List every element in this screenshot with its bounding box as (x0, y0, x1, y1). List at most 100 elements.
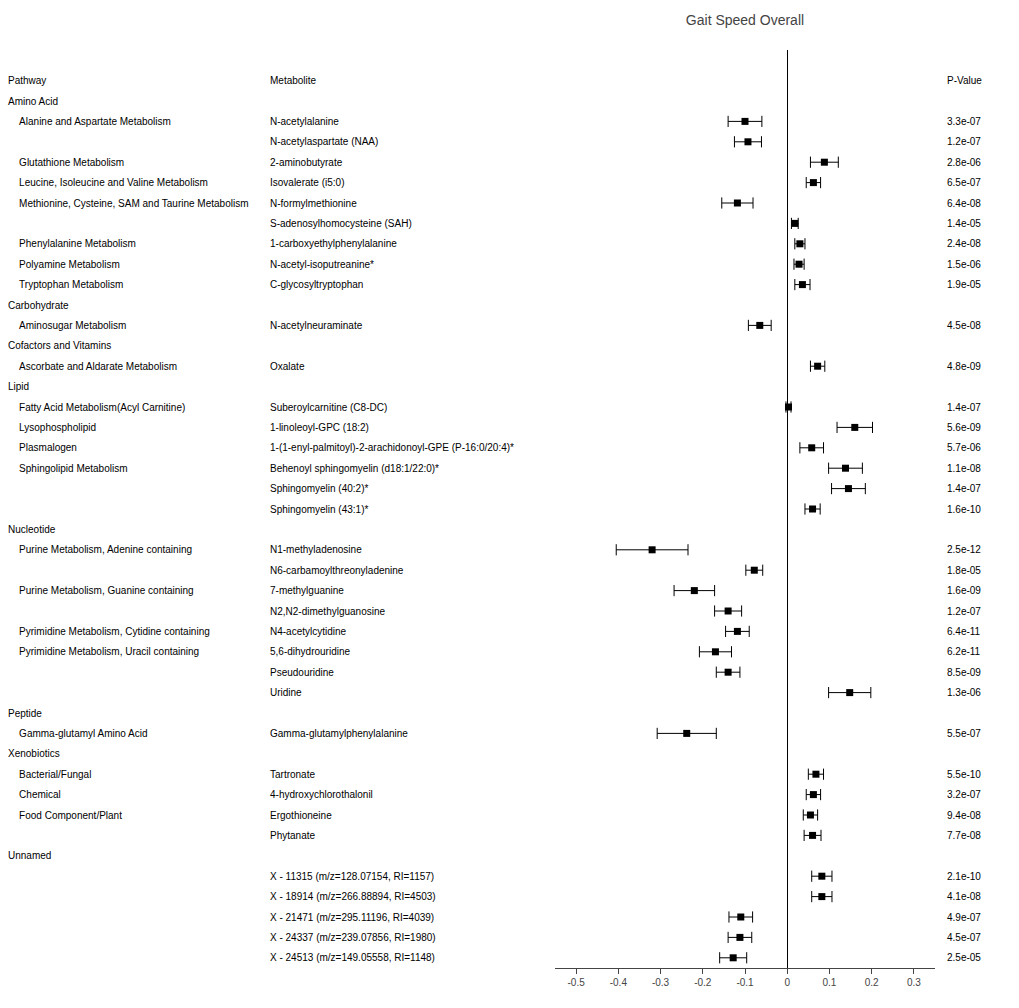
svg-text:-0.4: -0.4 (610, 977, 628, 988)
svg-text:Ascorbate and Aldarate Metabol: Ascorbate and Aldarate Metabolism (8, 361, 177, 372)
svg-text:Glutathione Metabolism: Glutathione Metabolism (8, 157, 124, 168)
svg-text:-0.5: -0.5 (567, 977, 585, 988)
svg-text:1.2e-07: 1.2e-07 (947, 606, 981, 617)
svg-text:1.6e-10: 1.6e-10 (947, 504, 981, 515)
svg-text:1.8e-05: 1.8e-05 (947, 565, 981, 576)
svg-text:5,6-dihydrouridine: 5,6-dihydrouridine (270, 646, 350, 657)
svg-text:Phenylalanine Metabolism: Phenylalanine Metabolism (8, 238, 136, 249)
svg-text:Tartronate: Tartronate (270, 769, 315, 780)
svg-text:1.5e-06: 1.5e-06 (947, 259, 981, 270)
svg-text:N6-carbamoylthreonyladenine: N6-carbamoylthreonyladenine (270, 565, 404, 576)
svg-text:Nucleotide: Nucleotide (8, 524, 56, 535)
svg-text:6.4e-08: 6.4e-08 (947, 198, 981, 209)
svg-text:0.2: 0.2 (865, 977, 879, 988)
svg-text:N-acetylaspartate (NAA): N-acetylaspartate (NAA) (270, 136, 378, 147)
svg-text:Uridine: Uridine (270, 687, 302, 698)
svg-text:4.9e-07: 4.9e-07 (947, 912, 981, 923)
svg-text:Polyamine Metabolism: Polyamine Metabolism (8, 259, 120, 270)
svg-text:3.3e-07: 3.3e-07 (947, 116, 981, 127)
svg-text:Tryptophan Metabolism: Tryptophan Metabolism (8, 279, 123, 290)
svg-text:2.4e-08: 2.4e-08 (947, 238, 981, 249)
svg-text:Ergothioneine: Ergothioneine (270, 810, 332, 821)
svg-text:P-Value: P-Value (947, 75, 982, 86)
svg-text:Phytanate: Phytanate (270, 830, 315, 841)
svg-text:1.3e-06: 1.3e-06 (947, 687, 981, 698)
svg-text:X - 18914 (m/z=266.88894, RI=4: X - 18914 (m/z=266.88894, RI=4503) (270, 891, 436, 902)
svg-text:Fatty Acid Metabolism(Acyl Car: Fatty Acid Metabolism(Acyl Carnitine) (8, 402, 185, 413)
svg-text:Lipid: Lipid (8, 381, 29, 392)
svg-text:Bacterial/Fungal: Bacterial/Fungal (8, 769, 91, 780)
svg-text:Behenoyl sphingomyelin (d18:1/: Behenoyl sphingomyelin (d18:1/22:0)* (270, 463, 439, 474)
svg-text:N-acetylneuraminate: N-acetylneuraminate (270, 320, 363, 331)
svg-text:7-methylguanine: 7-methylguanine (270, 585, 344, 596)
svg-text:N4-acetylcytidine: N4-acetylcytidine (270, 626, 347, 637)
svg-text:Unnamed: Unnamed (8, 850, 51, 861)
svg-text:Carbohydrate: Carbohydrate (8, 300, 69, 311)
svg-text:5.7e-06: 5.7e-06 (947, 442, 981, 453)
svg-text:Xenobiotics: Xenobiotics (8, 748, 60, 759)
svg-text:Methionine, Cysteine, SAM and: Methionine, Cysteine, SAM and Taurine Me… (8, 198, 249, 209)
svg-text:1-carboxyethylphenylalanine: 1-carboxyethylphenylalanine (270, 238, 397, 249)
svg-text:X - 21471 (m/z=295.11196, RI=4: X - 21471 (m/z=295.11196, RI=4039) (270, 912, 434, 923)
svg-text:9.4e-08: 9.4e-08 (947, 810, 981, 821)
svg-text:1.6e-09: 1.6e-09 (947, 585, 981, 596)
svg-text:N-acetyl-isoputreanine*: N-acetyl-isoputreanine* (270, 259, 374, 270)
svg-text:Sphingolipid Metabolism: Sphingolipid Metabolism (8, 463, 128, 474)
svg-text:2.1e-10: 2.1e-10 (947, 871, 981, 882)
svg-text:Leucine, Isoleucine and Valine: Leucine, Isoleucine and Valine Metabolis… (8, 177, 208, 188)
svg-text:N1-methyladenosine: N1-methyladenosine (270, 544, 362, 555)
svg-text:1.2e-07: 1.2e-07 (947, 136, 981, 147)
svg-text:5.5e-07: 5.5e-07 (947, 728, 981, 739)
svg-text:1-(1-enyl-palmitoyl)-2-arachid: 1-(1-enyl-palmitoyl)-2-arachidonoyl-GPE … (270, 442, 514, 453)
svg-text:C-glycosyltryptophan: C-glycosyltryptophan (270, 279, 363, 290)
svg-text:X - 24513 (m/z=149.05558, RI=1: X - 24513 (m/z=149.05558, RI=1148) (270, 952, 435, 963)
svg-text:Isovalerate (i5:0): Isovalerate (i5:0) (270, 177, 344, 188)
svg-text:1.9e-05: 1.9e-05 (947, 279, 981, 290)
svg-text:3.2e-07: 3.2e-07 (947, 789, 981, 800)
svg-text:2.8e-06: 2.8e-06 (947, 157, 981, 168)
svg-text:1.1e-08: 1.1e-08 (947, 463, 981, 474)
svg-text:Chemical: Chemical (8, 789, 61, 800)
svg-text:4.5e-07: 4.5e-07 (947, 932, 981, 943)
svg-text:X - 24337 (m/z=239.07856, RI=1: X - 24337 (m/z=239.07856, RI=1980) (270, 932, 436, 943)
svg-text:S-adenosylhomocysteine (SAH): S-adenosylhomocysteine (SAH) (270, 218, 412, 229)
svg-text:Purine Metabolism, Guanine con: Purine Metabolism, Guanine containing (8, 585, 194, 596)
svg-text:Gait Speed Overall: Gait Speed Overall (686, 12, 804, 28)
svg-text:1-linoleoyl-GPC (18:2): 1-linoleoyl-GPC (18:2) (270, 422, 369, 433)
svg-text:2.5e-05: 2.5e-05 (947, 952, 981, 963)
svg-text:Oxalate: Oxalate (270, 361, 305, 372)
svg-text:0.1: 0.1 (822, 977, 836, 988)
svg-text:Aminosugar Metabolism: Aminosugar Metabolism (8, 320, 126, 331)
svg-text:Sphingomyelin (43:1)*: Sphingomyelin (43:1)* (270, 504, 368, 515)
svg-text:1.4e-07: 1.4e-07 (947, 483, 981, 494)
svg-text:Suberoylcarnitine (C8-DC): Suberoylcarnitine (C8-DC) (270, 402, 387, 413)
svg-text:-0.3: -0.3 (652, 977, 670, 988)
svg-text:Food Component/Plant: Food Component/Plant (8, 810, 122, 821)
svg-text:2.5e-12: 2.5e-12 (947, 544, 981, 555)
svg-text:8.5e-09: 8.5e-09 (947, 667, 981, 678)
svg-text:-0.1: -0.1 (736, 977, 754, 988)
svg-text:1.4e-07: 1.4e-07 (947, 402, 981, 413)
svg-text:1.4e-05: 1.4e-05 (947, 218, 981, 229)
svg-text:5.5e-10: 5.5e-10 (947, 769, 981, 780)
svg-text:N2,N2-dimethylguanosine: N2,N2-dimethylguanosine (270, 606, 386, 617)
svg-text:4-hydroxychlorothalonil: 4-hydroxychlorothalonil (270, 789, 373, 800)
svg-text:Pyrimidine Metabolism, Cytidin: Pyrimidine Metabolism, Cytidine containi… (8, 626, 210, 637)
svg-text:Plasmalogen: Plasmalogen (8, 442, 77, 453)
svg-text:Pathway: Pathway (8, 75, 46, 86)
svg-text:Pseudouridine: Pseudouridine (270, 667, 334, 678)
svg-text:Gamma-glutamylphenylalanine: Gamma-glutamylphenylalanine (270, 728, 408, 739)
svg-text:N-formylmethionine: N-formylmethionine (270, 198, 357, 209)
svg-text:4.1e-08: 4.1e-08 (947, 891, 981, 902)
svg-text:0: 0 (784, 977, 790, 988)
svg-text:X - 11315 (m/z=128.07154, RI=1: X - 11315 (m/z=128.07154, RI=1157) (270, 871, 434, 882)
svg-text:Peptide: Peptide (8, 708, 42, 719)
svg-text:Purine Metabolism, Adenine con: Purine Metabolism, Adenine containing (8, 544, 192, 555)
svg-text:4.5e-08: 4.5e-08 (947, 320, 981, 331)
svg-text:5.6e-09: 5.6e-09 (947, 422, 981, 433)
svg-text:Cofactors and Vitamins: Cofactors and Vitamins (8, 340, 111, 351)
svg-text:6.2e-11: 6.2e-11 (947, 646, 981, 657)
svg-text:2-aminobutyrate: 2-aminobutyrate (270, 157, 343, 168)
svg-text:N-acetylalanine: N-acetylalanine (270, 116, 339, 127)
svg-text:6.4e-11: 6.4e-11 (947, 626, 981, 637)
